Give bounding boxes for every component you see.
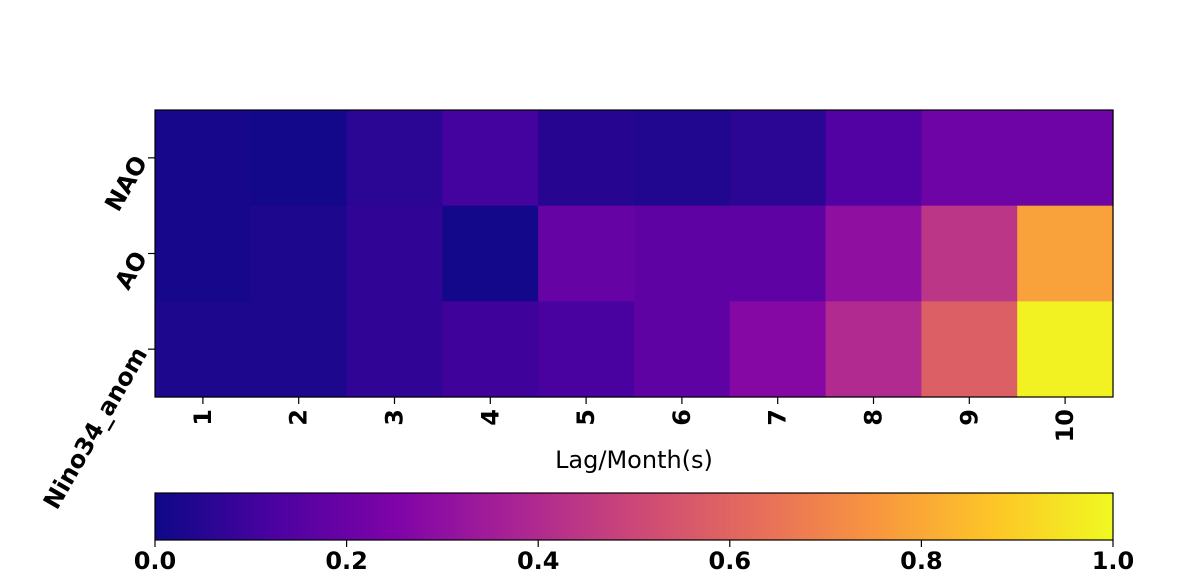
x-tick-label: 2 — [285, 409, 313, 426]
heatmap-cell — [155, 301, 252, 398]
heatmap-cell — [250, 110, 348, 207]
x-axis-label: Lag/Month(s) — [555, 446, 713, 474]
heatmap-cell — [634, 110, 731, 207]
heatmap-cell — [729, 205, 827, 302]
heatmap-cell — [921, 205, 1018, 302]
heatmap-cell — [921, 110, 1018, 207]
y-axis: NAO AO Nino34_anom — [38, 151, 155, 514]
heatmap-cell — [538, 110, 635, 207]
y-tick-label: Nino34_anom — [38, 342, 153, 514]
x-tick-label: 8 — [860, 409, 888, 426]
colorbar-axis: 0.0 0.2 0.4 0.6 0.8 1.0 — [134, 540, 1135, 575]
heatmap-cell — [346, 205, 443, 302]
x-tick-label: 5 — [572, 409, 600, 426]
heatmap-cell — [538, 205, 635, 302]
x-tick-label: 4 — [476, 409, 504, 426]
colorbar-tick-label: 0.8 — [900, 547, 943, 575]
heatmap-cell — [825, 110, 922, 207]
heatmap-cell — [729, 301, 827, 398]
heatmap-cell — [634, 205, 731, 302]
colorbar — [154, 492, 1114, 541]
heatmap-cell — [155, 205, 252, 302]
heatmap-cell — [921, 301, 1018, 398]
heatmap-cell — [1017, 110, 1114, 207]
colorbar-tick-label: 0.4 — [517, 547, 560, 575]
y-tick-label: NAO — [99, 151, 153, 216]
heatmap-cell — [825, 205, 922, 302]
heatmap-cell — [346, 301, 443, 398]
heatmap-cell — [442, 205, 539, 302]
heatmap-cell — [250, 301, 348, 398]
heatmap-cell — [346, 110, 443, 207]
y-tick-label: AO — [109, 247, 153, 295]
heatmap-cell — [250, 205, 348, 302]
x-tick-label: 10 — [1051, 409, 1079, 442]
x-tick-label: 9 — [955, 409, 983, 426]
x-tick-label: 3 — [381, 409, 409, 426]
heatmap-cell — [442, 110, 539, 207]
heatmap-cell — [729, 110, 827, 207]
heatmap-cell — [442, 301, 539, 398]
heatmap-cell — [1017, 205, 1114, 302]
heatmap-cell — [538, 301, 635, 398]
heatmap-cell — [155, 110, 252, 207]
x-axis: 1 2 3 4 5 6 7 8 9 10 — [189, 397, 1079, 442]
heatmap-cell — [1017, 301, 1114, 398]
x-tick-label: 7 — [764, 409, 792, 426]
colorbar-tick-label: 0.6 — [709, 547, 752, 575]
colorbar-tick-label: 1.0 — [1092, 547, 1135, 575]
colorbar-tick-label: 0.2 — [325, 547, 368, 575]
heatmap-cell — [634, 301, 731, 398]
heatmap-cell — [825, 301, 922, 398]
x-tick-label: 1 — [189, 409, 217, 426]
colorbar-tick-label: 0.0 — [134, 547, 177, 575]
x-tick-label: 6 — [668, 409, 696, 426]
heatmap-cells — [155, 110, 1114, 398]
